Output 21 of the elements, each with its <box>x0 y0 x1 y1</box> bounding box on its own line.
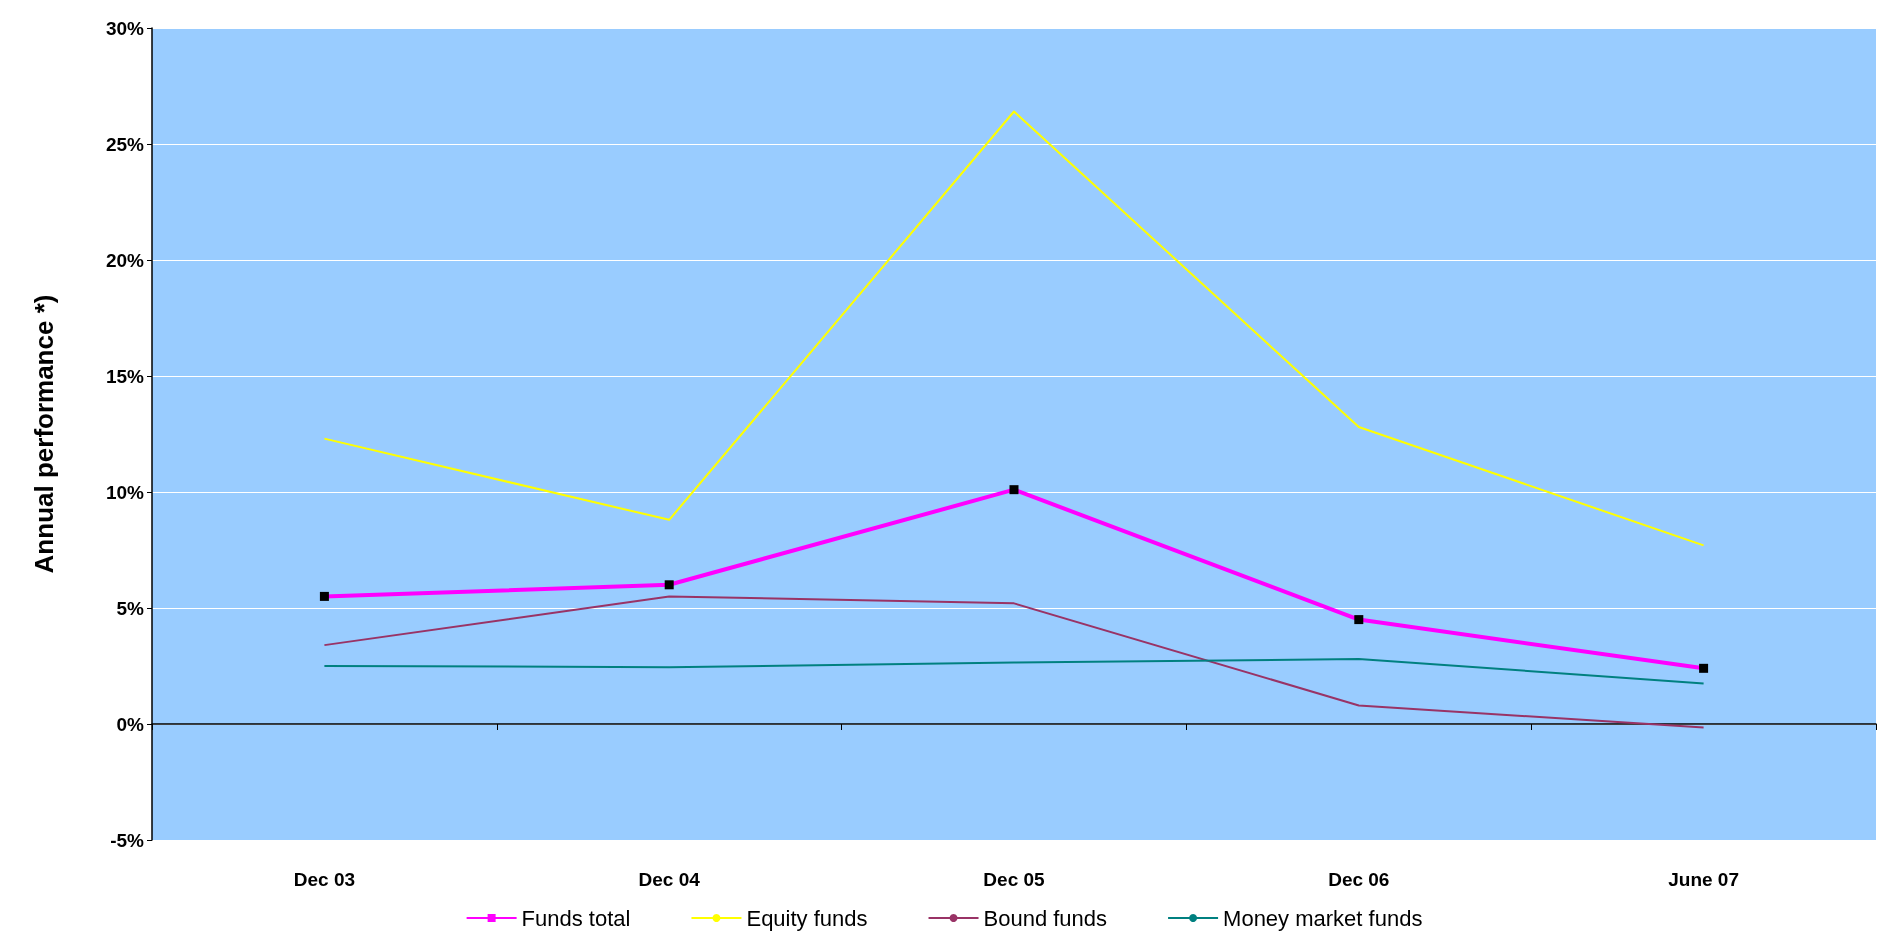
y-tick-label: 5% <box>116 597 145 619</box>
x-tick-label: June 07 <box>1668 869 1739 890</box>
line-series <box>323 658 1705 685</box>
y-tick-label: 25% <box>105 133 145 155</box>
x-tick-label: Dec 05 <box>983 869 1046 890</box>
y-axis-title: Annual performance *) <box>29 294 59 574</box>
y-tick-label: 10% <box>105 481 145 503</box>
y-tick-label: 30% <box>105 17 145 39</box>
y-tick-label: 0% <box>116 713 145 735</box>
x-tick-label: Dec 04 <box>638 869 701 890</box>
line-series <box>323 110 1705 547</box>
legend-label: Money market funds <box>1223 905 1423 931</box>
x-tick-label: Dec 06 <box>1328 869 1390 890</box>
legend-label: Bound funds <box>983 905 1108 931</box>
line-series <box>323 595 1705 729</box>
y-tick-label: 20% <box>105 249 145 271</box>
x-tick-label: Dec 03 <box>293 869 356 890</box>
legend-label: Funds total <box>521 905 631 931</box>
y-tick-label: 15% <box>105 365 145 387</box>
y-tick-label: -5% <box>110 829 145 851</box>
legend-label: Equity funds <box>746 905 868 931</box>
